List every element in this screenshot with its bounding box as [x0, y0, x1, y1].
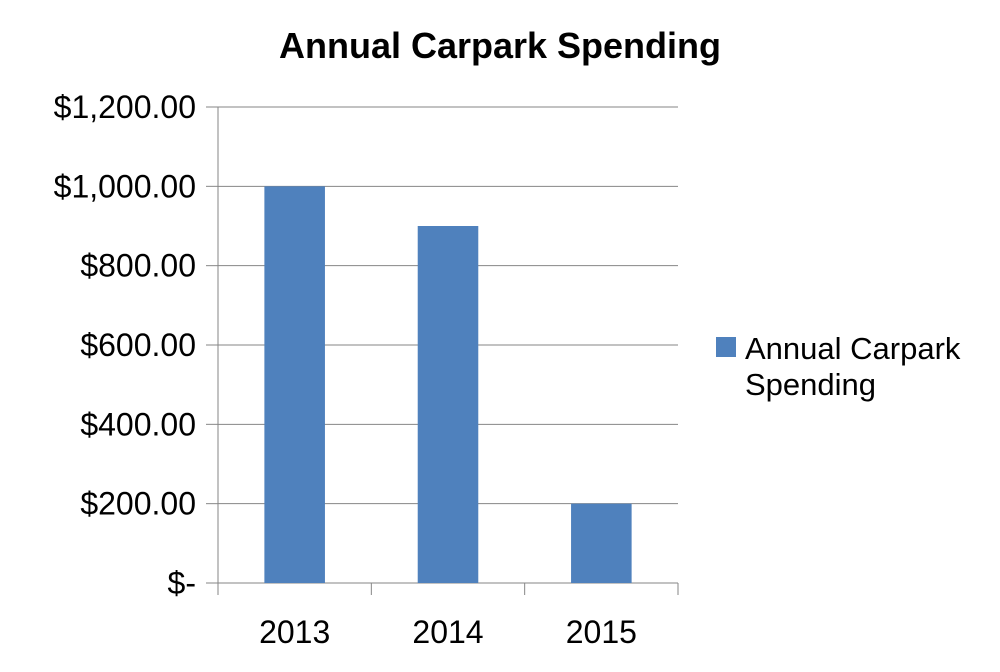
y-tick-label: $1,200.00	[54, 89, 196, 125]
chart-title: Annual Carpark Spending	[279, 25, 721, 66]
bars	[264, 186, 632, 584]
y-tick-label: $-	[168, 565, 196, 601]
y-tick-label: $800.00	[80, 248, 196, 284]
x-tick-label: 2013	[259, 614, 330, 650]
y-tick-label: $200.00	[80, 486, 196, 522]
tick-labels: $- $200.00 $400.00 $600.00 $800.00 $1,000.00 $…	[54, 89, 637, 650]
legend-swatch	[716, 337, 736, 357]
y-tick-label: $1,000.00	[54, 168, 196, 204]
y-tick-label: $600.00	[80, 327, 196, 363]
bar-2015	[571, 503, 632, 583]
x-tick-label: 2014	[412, 614, 483, 650]
legend-label: Annual Carpark Spending	[745, 331, 961, 402]
x-tick-label: 2015	[566, 614, 637, 650]
bar-2013	[264, 186, 325, 584]
bar-2014	[417, 226, 479, 583]
y-tick-label: $400.00	[80, 406, 196, 442]
legend: Annual Carpark Spending	[716, 331, 961, 402]
